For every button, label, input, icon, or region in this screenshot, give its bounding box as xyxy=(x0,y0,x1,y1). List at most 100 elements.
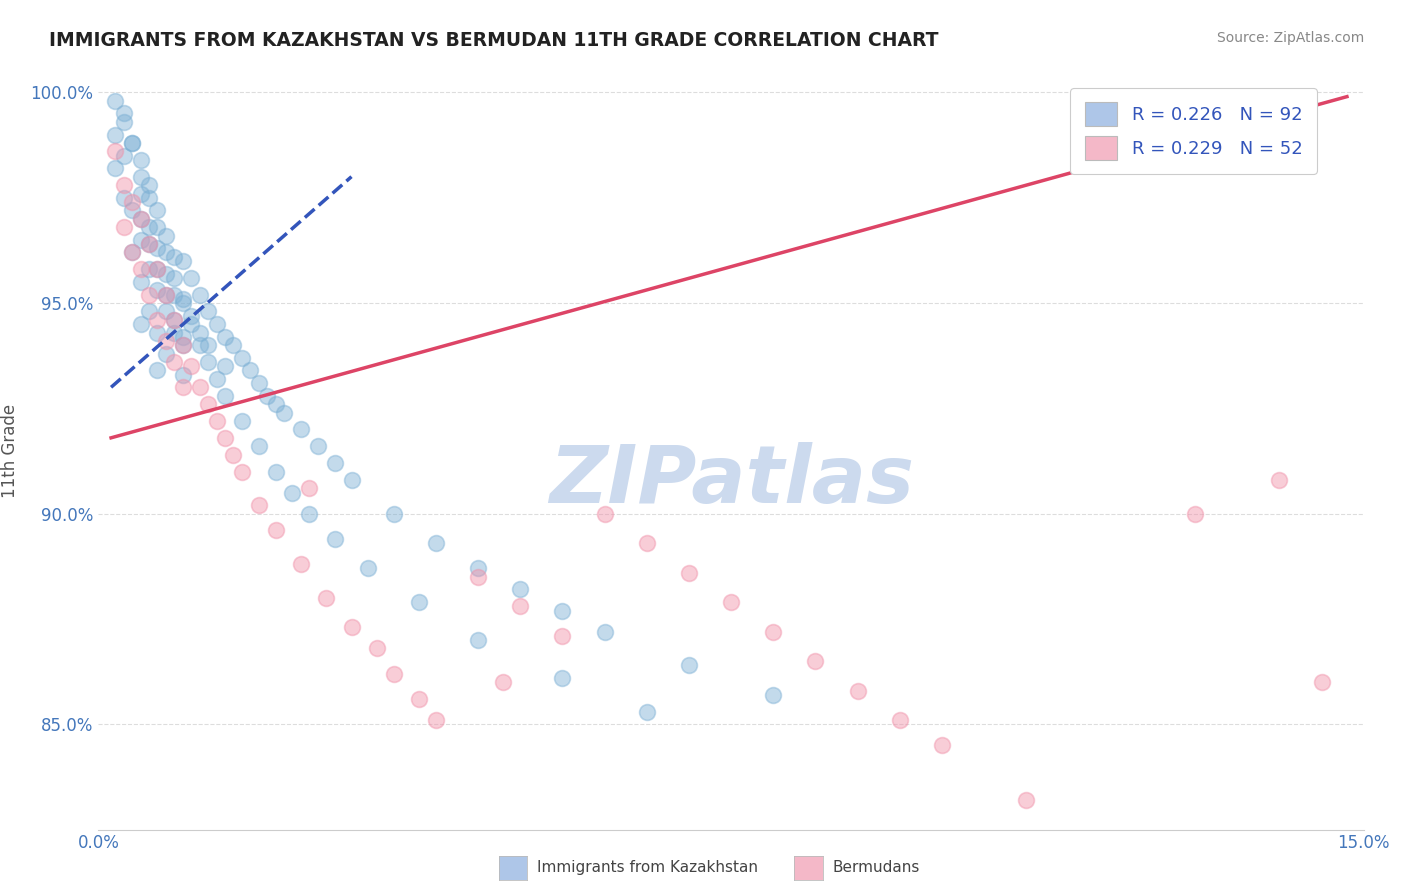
Point xyxy=(163,326,186,340)
Point xyxy=(340,620,363,634)
Point xyxy=(408,692,430,706)
Point xyxy=(138,237,160,252)
Text: IMMIGRANTS FROM KAZAKHSTAN VS BERMUDAN 11TH GRADE CORRELATION CHART: IMMIGRANTS FROM KAZAKHSTAN VS BERMUDAN 1… xyxy=(49,31,939,50)
Point xyxy=(281,485,304,500)
Point xyxy=(129,317,152,331)
Point xyxy=(205,372,228,386)
Point xyxy=(112,106,135,120)
Point xyxy=(1099,844,1122,858)
Point xyxy=(889,713,911,727)
Point xyxy=(315,591,337,605)
Point xyxy=(112,220,135,235)
Point xyxy=(593,624,616,639)
Point xyxy=(239,363,262,377)
Point xyxy=(104,128,127,142)
Point xyxy=(172,338,194,352)
Point xyxy=(425,536,447,550)
Point xyxy=(129,169,152,184)
Point xyxy=(1268,473,1291,487)
Point xyxy=(197,355,219,369)
Point xyxy=(180,317,202,331)
Point xyxy=(509,599,531,614)
Point xyxy=(121,136,143,150)
Point xyxy=(231,351,253,365)
Point xyxy=(1310,675,1333,690)
Point xyxy=(720,595,742,609)
Point xyxy=(264,397,287,411)
Point xyxy=(121,136,143,150)
Y-axis label: 11th Grade: 11th Grade xyxy=(1,403,20,498)
Point xyxy=(163,270,186,285)
Point xyxy=(290,557,312,572)
Point xyxy=(593,507,616,521)
Point xyxy=(264,465,287,479)
Point xyxy=(172,368,194,382)
Text: Immigrants from Kazakhstan: Immigrants from Kazakhstan xyxy=(537,861,758,875)
Point xyxy=(197,304,219,318)
Point xyxy=(762,624,785,639)
Point xyxy=(129,275,152,289)
Point xyxy=(155,287,177,301)
Point xyxy=(121,245,143,260)
Point xyxy=(205,317,228,331)
Point xyxy=(307,439,329,453)
Point xyxy=(146,262,169,277)
Point xyxy=(146,284,169,298)
Point xyxy=(104,145,127,159)
Point xyxy=(172,330,194,344)
Point xyxy=(467,570,489,584)
Point xyxy=(931,739,953,753)
Point xyxy=(214,330,236,344)
Point xyxy=(163,355,186,369)
Point xyxy=(197,397,219,411)
Point xyxy=(340,473,363,487)
Point xyxy=(138,237,160,252)
Point xyxy=(121,203,143,218)
Point xyxy=(146,203,169,218)
Point xyxy=(214,431,236,445)
Point xyxy=(129,186,152,201)
Point xyxy=(197,338,219,352)
Point xyxy=(222,448,245,462)
Point xyxy=(138,304,160,318)
Point xyxy=(188,287,211,301)
Point xyxy=(205,414,228,428)
Point xyxy=(129,211,152,226)
Legend: R = 0.226   N = 92, R = 0.229   N = 52: R = 0.226 N = 92, R = 0.229 N = 52 xyxy=(1070,88,1317,174)
Point xyxy=(112,178,135,193)
Point xyxy=(551,629,574,643)
Point xyxy=(357,561,380,575)
Point xyxy=(678,658,700,673)
Point xyxy=(129,211,152,226)
Point xyxy=(762,688,785,702)
Point xyxy=(172,292,194,306)
Point xyxy=(408,595,430,609)
Point xyxy=(214,389,236,403)
Point xyxy=(846,683,869,698)
Point xyxy=(551,603,574,617)
Point xyxy=(104,94,127,108)
Point xyxy=(247,439,270,453)
Point xyxy=(366,641,388,656)
Point xyxy=(467,561,489,575)
Point xyxy=(804,654,827,668)
Point xyxy=(155,334,177,348)
Point xyxy=(172,338,194,352)
Point xyxy=(172,380,194,394)
Point xyxy=(180,359,202,374)
Point xyxy=(188,338,211,352)
Point xyxy=(1015,793,1038,807)
Point xyxy=(112,115,135,129)
Point xyxy=(509,582,531,597)
Point xyxy=(1184,507,1206,521)
Text: ZIPatlas: ZIPatlas xyxy=(548,442,914,520)
Point xyxy=(155,245,177,260)
Point xyxy=(146,326,169,340)
Point xyxy=(121,194,143,209)
Point xyxy=(247,376,270,390)
Point xyxy=(138,178,160,193)
Point xyxy=(104,161,127,176)
Point xyxy=(163,287,186,301)
Point xyxy=(214,359,236,374)
Point xyxy=(146,313,169,327)
